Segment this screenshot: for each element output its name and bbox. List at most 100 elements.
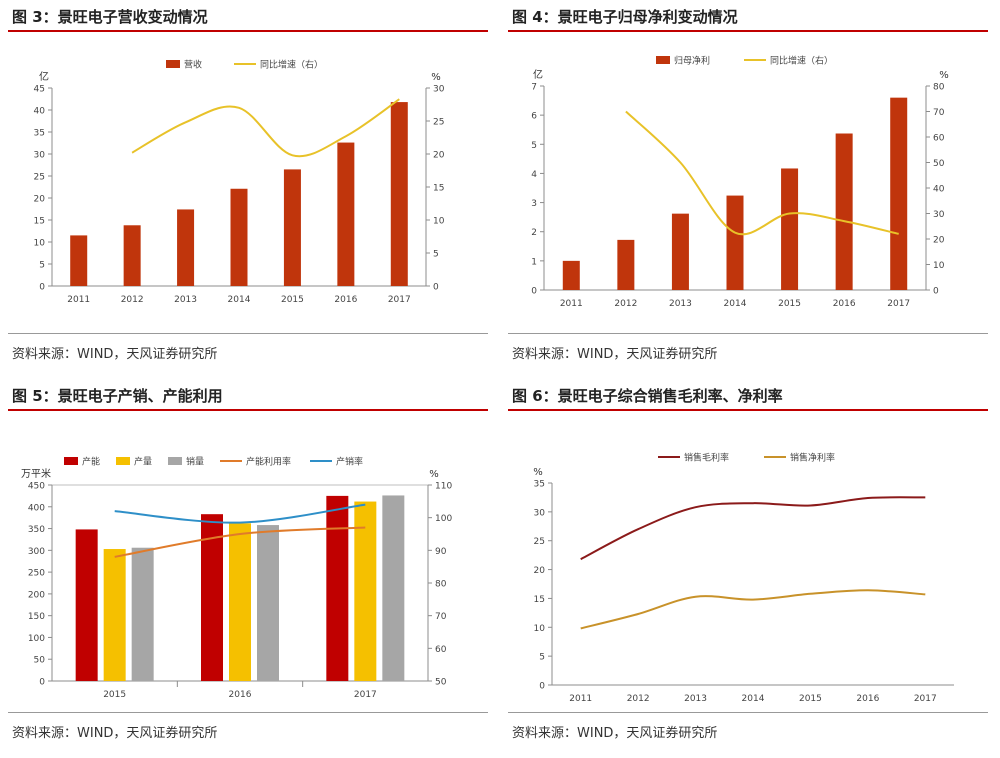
- y-tick-label-right: 80: [933, 83, 945, 93]
- y-tick-label-left: 35: [534, 480, 545, 490]
- chart-source: 资料来源：WIND，天风证券研究所: [512, 726, 718, 741]
- source-divider: [8, 333, 488, 334]
- y-tick-label-left: 10: [534, 624, 546, 634]
- bar-归母净利-2017: [890, 97, 908, 291]
- y-axis-unit-right: %: [939, 70, 949, 81]
- x-tick-label: 2012: [121, 295, 144, 305]
- y-tick-label-left: 200: [28, 590, 45, 600]
- legend-label: 销售净利率: [790, 452, 835, 464]
- y-tick-label-right: 30: [433, 85, 445, 95]
- chart-source: 资料来源：WIND，天风证券研究所: [12, 726, 218, 741]
- y-tick-label-right: 5: [433, 250, 439, 260]
- line-销售净利率: [580, 589, 926, 630]
- x-tick-label: 2013: [669, 299, 692, 309]
- y-tick-label-left: 400: [28, 503, 45, 513]
- chart-title: 图 6：景旺电子综合销售毛利率、净利率: [512, 387, 783, 405]
- chart-panel-revenue: 图 3：景旺电子营收变动情况 0 5 10 15 20 25 30 35 40 45 0 5 10 15 2…: [8, 0, 488, 379]
- chart-title: 图 3：景旺电子营收变动情况: [12, 8, 208, 26]
- y-tick-label-right: 70: [933, 108, 945, 118]
- y-tick-label-left: 30: [34, 151, 46, 161]
- y-tick-label-right: 90: [435, 547, 447, 557]
- x-tick-label: 2017: [887, 299, 910, 309]
- x-tick-label: 2015: [778, 299, 801, 309]
- bar-产量-2016: [229, 523, 251, 681]
- source-divider: [508, 333, 988, 334]
- line-同比增速（右）: [625, 110, 899, 236]
- bar-产量-2015: [103, 549, 126, 681]
- line-产能利用率: [114, 526, 366, 558]
- x-tick-label: 2015: [103, 690, 126, 700]
- bar-销量-2015: [131, 547, 154, 681]
- bar-产能-2015: [75, 529, 98, 681]
- y-tick-label-left: 3: [531, 199, 537, 209]
- y-tick-label-left: 450: [28, 482, 45, 492]
- bar-销量-2016: [257, 525, 279, 681]
- legend-swatch: [116, 457, 130, 465]
- line-销售毛利率: [580, 496, 926, 561]
- legend-swatch: [656, 56, 670, 64]
- y-tick-label-left: 30: [534, 508, 546, 518]
- bar-产能-2016: [201, 514, 223, 681]
- title-divider: [508, 30, 988, 32]
- y-tick-label-right: 10: [433, 217, 445, 227]
- title-divider: [508, 409, 988, 411]
- x-tick-label: 2017: [354, 690, 377, 700]
- chart-title: 图 5：景旺电子产销、产能利用: [12, 387, 223, 405]
- x-tick-label: 2014: [742, 694, 765, 704]
- y-axis-unit-right: %: [429, 469, 439, 480]
- x-tick-label: 2014: [228, 295, 251, 305]
- y-tick-label-right: 10: [933, 261, 945, 271]
- y-tick-label-left: 10: [34, 239, 46, 249]
- chart-panel-production-sales: 图 5：景旺电子产销、产能利用 0 50 100 150 200 250 300 350 400…: [8, 379, 488, 758]
- y-tick-label-left: 0: [539, 682, 545, 692]
- x-tick-label: 2012: [627, 694, 650, 704]
- chart-panel-margins: 图 6：景旺电子综合销售毛利率、净利率 0 5 10 15 20 25 30 35% 2011 2…: [508, 379, 988, 758]
- y-tick-label-left: 45: [34, 85, 45, 95]
- title-divider: [8, 409, 488, 411]
- y-tick-label-left: 25: [534, 537, 545, 547]
- y-tick-label-left: 25: [34, 173, 45, 183]
- bar-归母净利-2013: [671, 213, 689, 290]
- y-tick-label-right: 60: [435, 645, 447, 655]
- y-axis-unit-left: 亿: [533, 68, 543, 81]
- x-tick-label: 2013: [174, 295, 197, 305]
- y-tick-label-left: 6: [531, 112, 537, 122]
- y-axis-unit-right: %: [431, 72, 441, 83]
- bar-营收-2013: [177, 209, 195, 286]
- y-tick-label-right: 50: [933, 159, 945, 169]
- bar-营收-2011: [70, 235, 88, 286]
- y-tick-label-right: 60: [933, 134, 945, 144]
- margins-chart: 0 5 10 15 20 25 30 35% 2011 2012 2013 2014 2015 2016 2…: [533, 452, 954, 704]
- title-divider: [8, 30, 488, 32]
- x-tick-label: 2017: [388, 295, 411, 305]
- y-tick-label-left: 40: [34, 107, 46, 117]
- y-tick-label-left: 250: [28, 569, 45, 579]
- legend-label: 归母净利: [674, 55, 710, 67]
- y-tick-label-right: 20: [933, 236, 945, 246]
- y-tick-label-left: 350: [28, 525, 45, 535]
- bar-产能-2017: [326, 495, 349, 681]
- y-tick-label-left: 50: [34, 656, 46, 666]
- y-tick-label-right: 100: [435, 514, 452, 524]
- legend-label: 营收: [184, 59, 202, 71]
- bar-归母净利-2011: [562, 260, 580, 290]
- legend-label: 同比增速（右）: [260, 59, 323, 71]
- legend-label: 产量: [134, 456, 152, 468]
- chart-source: 资料来源：WIND，天风证券研究所: [12, 347, 218, 362]
- y-tick-label-left: 0: [531, 287, 537, 297]
- y-tick-label-left: 7: [531, 83, 537, 93]
- legend-swatch: [168, 457, 182, 465]
- chart-source: 资料来源：WIND，天风证券研究所: [512, 347, 718, 362]
- y-tick-label-right: 15: [433, 184, 444, 194]
- y-tick-label-left: 15: [34, 217, 45, 227]
- y-tick-label-left: 2: [531, 228, 537, 238]
- y-tick-label-left: 15: [534, 595, 545, 605]
- bar-营收-2015: [283, 169, 301, 286]
- bar-产量-2017: [354, 501, 377, 681]
- bar-归母净利-2012: [617, 239, 635, 290]
- y-tick-label-left: 5: [531, 141, 537, 151]
- revenue-chart: 0 5 10 15 20 25 30 35 40 45 0 5 10 15 20 25 30 亿 % 2011 2012…: [34, 59, 445, 306]
- y-axis-unit-left: 亿: [39, 70, 49, 83]
- y-tick-label-right: 20: [433, 151, 445, 161]
